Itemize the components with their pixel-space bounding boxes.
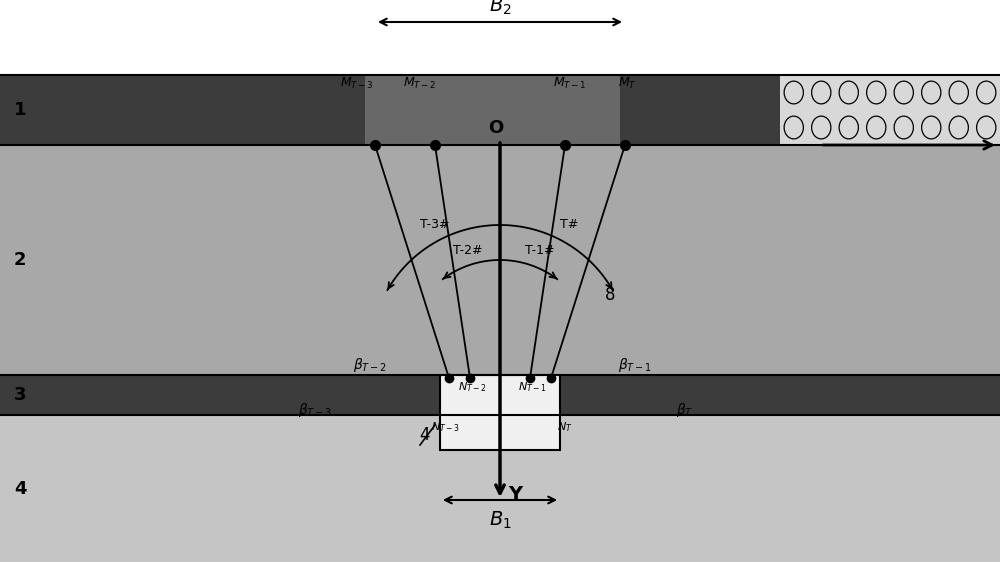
Text: 3: 3	[14, 386, 26, 404]
Ellipse shape	[922, 116, 941, 139]
Ellipse shape	[784, 116, 803, 139]
Text: 8: 8	[605, 286, 615, 304]
Text: $\beta_{T-1}$: $\beta_{T-1}$	[618, 356, 652, 374]
Ellipse shape	[922, 81, 941, 104]
Ellipse shape	[977, 81, 996, 104]
Ellipse shape	[949, 116, 968, 139]
Text: T#: T#	[560, 219, 578, 232]
Text: $\beta_{T-2}$: $\beta_{T-2}$	[353, 356, 387, 374]
Text: 4: 4	[420, 426, 430, 444]
Text: $B_2$: $B_2$	[489, 0, 511, 17]
Text: $N_{T-3}$: $N_{T-3}$	[431, 420, 459, 434]
Bar	[0, 375, 1000, 415]
Bar	[365, 75, 620, 145]
Ellipse shape	[839, 81, 858, 104]
Ellipse shape	[949, 81, 968, 104]
Text: $\beta_{T}$: $\beta_{T}$	[676, 401, 694, 419]
Text: $\beta_{T-3}$: $\beta_{T-3}$	[298, 401, 332, 419]
Text: T-1#: T-1#	[525, 243, 554, 256]
Text: 2: 2	[14, 251, 26, 269]
Bar	[0, 75, 1000, 145]
Ellipse shape	[867, 81, 886, 104]
Text: $M_{T-2}$: $M_{T-2}$	[403, 75, 437, 90]
Text: $N_{T}$: $N_{T}$	[557, 420, 573, 434]
Bar	[0, 145, 1000, 375]
Text: $N_{T-1}$: $N_{T-1}$	[518, 380, 546, 394]
Bar	[440, 375, 560, 450]
Text: $M_{T-1}$: $M_{T-1}$	[553, 75, 587, 90]
Ellipse shape	[839, 116, 858, 139]
Ellipse shape	[894, 116, 913, 139]
Ellipse shape	[812, 81, 831, 104]
Text: O: O	[488, 119, 504, 137]
Text: $M_{T}$: $M_{T}$	[618, 75, 636, 90]
Text: T-2#: T-2#	[453, 243, 482, 256]
Text: $B_1$: $B_1$	[489, 510, 511, 531]
Text: 1: 1	[14, 101, 26, 119]
Ellipse shape	[812, 116, 831, 139]
Text: 4: 4	[14, 479, 26, 497]
Ellipse shape	[894, 81, 913, 104]
Bar	[780, 75, 1000, 145]
Text: $N_{T-2}$: $N_{T-2}$	[458, 380, 486, 394]
Ellipse shape	[784, 81, 803, 104]
Ellipse shape	[867, 116, 886, 139]
Ellipse shape	[977, 116, 996, 139]
Text: $M_{T-3}$: $M_{T-3}$	[340, 75, 374, 90]
Bar	[0, 0, 1000, 75]
Text: Y: Y	[508, 486, 522, 505]
Text: T-3#: T-3#	[420, 219, 450, 232]
Bar	[0, 415, 1000, 562]
